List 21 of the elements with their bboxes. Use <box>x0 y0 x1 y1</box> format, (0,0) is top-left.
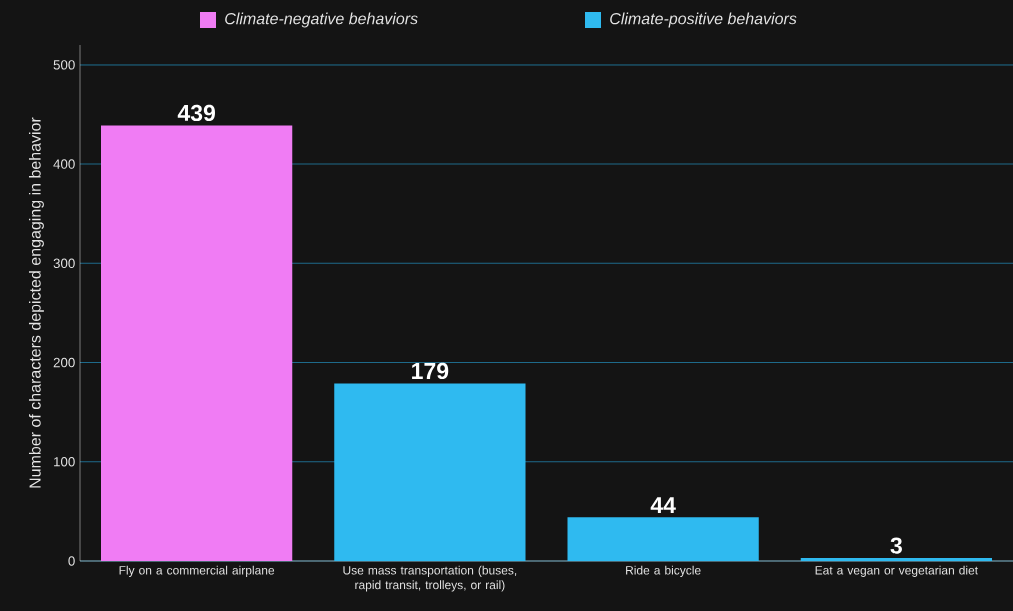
x-tick-label: Eat a vegan or vegetarian diet <box>815 565 978 577</box>
bar <box>567 517 759 561</box>
bar <box>800 558 993 561</box>
x-tick-label: Ride a bicycle <box>626 565 701 577</box>
data-label: 3 <box>890 537 902 554</box>
y-tick-label: 100 <box>54 457 75 467</box>
data-label: 44 <box>650 497 676 514</box>
y-tick-label: 300 <box>53 258 75 269</box>
x-tick-label: Fly on a commercial airplane <box>119 565 275 577</box>
y-tick-label: 500 <box>53 60 75 70</box>
y-tick-label: 400 <box>53 159 75 169</box>
y-tick-label: 200 <box>53 357 75 368</box>
legend-label: Climate-positive behaviors <box>610 12 797 28</box>
legend-label: Climate-negative behaviors <box>225 12 418 28</box>
y-axis-title: Number of characters depicted engaging in behavior <box>28 117 44 488</box>
y-tick-label: 0 <box>68 556 75 566</box>
bar <box>334 383 526 561</box>
x-tick-label: Use mass transportation (buses, rapid transit, trolleys, or rail) <box>343 565 517 592</box>
data-label: 439 <box>177 104 215 122</box>
bar <box>100 125 293 561</box>
data-label: 179 <box>412 362 449 380</box>
